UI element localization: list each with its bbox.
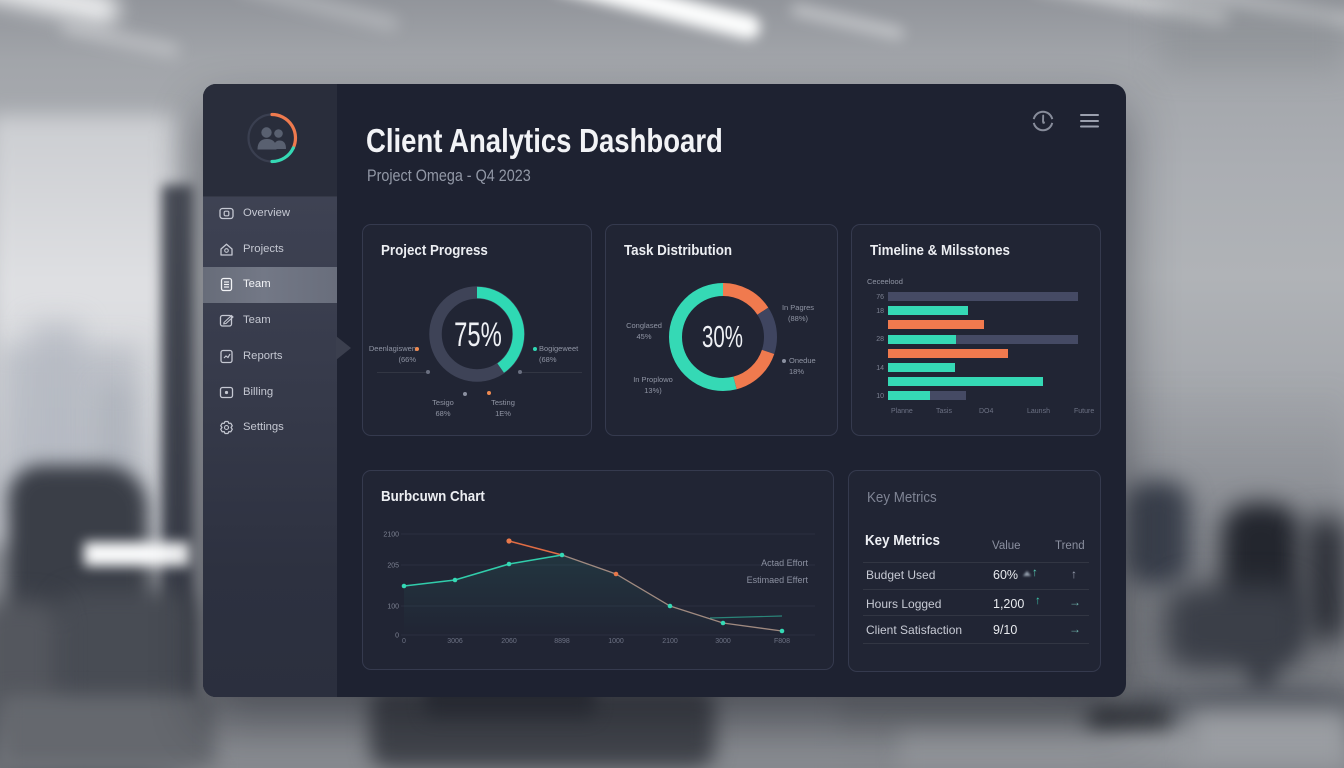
svg-text:DO4: DO4: [979, 408, 994, 415]
svg-text:76: 76: [876, 294, 884, 301]
svg-text:2100: 2100: [383, 532, 399, 539]
svg-text:2100: 2100: [662, 638, 678, 645]
svg-text:Launsh: Launsh: [1027, 408, 1050, 415]
svg-text:Actad Effort: Actad Effort: [761, 558, 808, 568]
svg-text:Tasis: Tasis: [936, 408, 952, 415]
svg-text:14: 14: [876, 365, 884, 372]
svg-text:8898: 8898: [554, 638, 570, 645]
svg-text:2060: 2060: [501, 638, 517, 645]
svg-text:Future: Future: [1074, 408, 1094, 415]
svg-text:18: 18: [876, 308, 884, 315]
svg-text:205: 205: [387, 563, 399, 570]
svg-text:1000: 1000: [608, 638, 624, 645]
svg-text:F808: F808: [774, 638, 790, 645]
svg-text:10: 10: [876, 393, 884, 400]
svg-text:3006: 3006: [447, 638, 463, 645]
svg-text:28: 28: [876, 336, 884, 343]
svg-text:0: 0: [395, 633, 399, 640]
svg-text:100: 100: [387, 604, 399, 611]
svg-text:0: 0: [402, 638, 406, 645]
svg-text:3000: 3000: [715, 638, 731, 645]
svg-text:Estimaed Effert: Estimaed Effert: [747, 575, 809, 585]
svg-text:Planne: Planne: [891, 408, 913, 415]
